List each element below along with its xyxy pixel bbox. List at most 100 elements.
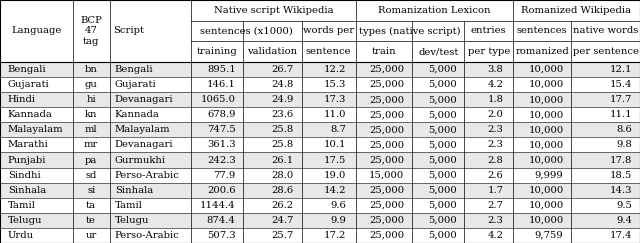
Text: 25,000: 25,000 bbox=[369, 201, 404, 210]
Text: Perso-Arabic: Perso-Arabic bbox=[115, 231, 180, 240]
Text: 3.8: 3.8 bbox=[488, 65, 504, 74]
Text: types (native script): types (native script) bbox=[360, 26, 461, 35]
Text: 15,000: 15,000 bbox=[369, 171, 404, 180]
Text: Sinhala: Sinhala bbox=[115, 186, 153, 195]
Text: 874.4: 874.4 bbox=[207, 216, 236, 225]
Text: 26.7: 26.7 bbox=[272, 65, 294, 74]
Text: Malayalam: Malayalam bbox=[115, 125, 170, 134]
Text: hi: hi bbox=[86, 95, 96, 104]
Text: per sentence: per sentence bbox=[573, 47, 639, 56]
Text: 9.5: 9.5 bbox=[616, 201, 632, 210]
Text: 25,000: 25,000 bbox=[369, 65, 404, 74]
Text: 23.6: 23.6 bbox=[272, 110, 294, 119]
Text: 17.2: 17.2 bbox=[324, 231, 346, 240]
Text: 25,000: 25,000 bbox=[369, 186, 404, 195]
Text: 28.6: 28.6 bbox=[272, 186, 294, 195]
Text: 5,000: 5,000 bbox=[428, 140, 457, 149]
Bar bbox=[0, 183, 640, 198]
Text: 25.8: 25.8 bbox=[271, 140, 294, 149]
Text: per type: per type bbox=[468, 47, 510, 56]
Text: 5,000: 5,000 bbox=[428, 186, 457, 195]
Text: 1144.4: 1144.4 bbox=[200, 201, 236, 210]
Text: pa: pa bbox=[85, 156, 97, 165]
Text: ur: ur bbox=[86, 231, 97, 240]
Bar bbox=[0, 122, 640, 137]
Text: 10,000: 10,000 bbox=[528, 110, 563, 119]
Text: 15.3: 15.3 bbox=[324, 80, 346, 89]
Text: 26.2: 26.2 bbox=[272, 201, 294, 210]
Text: 1.8: 1.8 bbox=[488, 95, 504, 104]
Text: Kannada: Kannada bbox=[8, 110, 52, 119]
Text: 10,000: 10,000 bbox=[528, 125, 563, 134]
Text: 77.9: 77.9 bbox=[214, 171, 236, 180]
Text: 25,000: 25,000 bbox=[369, 140, 404, 149]
Text: Telugu: Telugu bbox=[115, 216, 149, 225]
Text: 5,000: 5,000 bbox=[428, 65, 457, 74]
Text: 25,000: 25,000 bbox=[369, 110, 404, 119]
Text: validation: validation bbox=[248, 47, 298, 56]
Text: 10,000: 10,000 bbox=[528, 80, 563, 89]
Text: Script: Script bbox=[113, 26, 145, 35]
Text: Romanization Lexicon: Romanization Lexicon bbox=[378, 6, 491, 15]
Text: te: te bbox=[86, 216, 96, 225]
Text: Devanagari: Devanagari bbox=[115, 95, 173, 104]
Text: Language: Language bbox=[11, 26, 61, 35]
Text: 5,000: 5,000 bbox=[428, 171, 457, 180]
Text: 200.6: 200.6 bbox=[207, 186, 236, 195]
Text: 2.7: 2.7 bbox=[488, 201, 504, 210]
Text: native words: native words bbox=[573, 26, 638, 35]
Text: bn: bn bbox=[84, 65, 97, 74]
Text: 24.7: 24.7 bbox=[271, 216, 294, 225]
Text: Gurmukhi: Gurmukhi bbox=[115, 156, 166, 165]
Text: 242.3: 242.3 bbox=[207, 156, 236, 165]
Text: sd: sd bbox=[86, 171, 97, 180]
Text: 10,000: 10,000 bbox=[528, 201, 563, 210]
Text: 25,000: 25,000 bbox=[369, 231, 404, 240]
Text: 5,000: 5,000 bbox=[428, 95, 457, 104]
Text: Devanagari: Devanagari bbox=[115, 140, 173, 149]
Text: Tamil: Tamil bbox=[115, 201, 143, 210]
Text: 2.0: 2.0 bbox=[488, 110, 504, 119]
Text: dev/test: dev/test bbox=[418, 47, 458, 56]
Text: 4.2: 4.2 bbox=[488, 231, 504, 240]
Text: ml: ml bbox=[85, 125, 97, 134]
Text: 2.3: 2.3 bbox=[488, 140, 504, 149]
Text: 25,000: 25,000 bbox=[369, 95, 404, 104]
Text: 14.2: 14.2 bbox=[324, 186, 346, 195]
Text: gu: gu bbox=[84, 80, 97, 89]
Text: 12.2: 12.2 bbox=[324, 65, 346, 74]
Text: 146.1: 146.1 bbox=[207, 80, 236, 89]
Text: BCP
47
tag: BCP 47 tag bbox=[80, 16, 102, 46]
Text: 25,000: 25,000 bbox=[369, 156, 404, 165]
Text: sentences (x1000): sentences (x1000) bbox=[200, 26, 292, 35]
Text: 24.8: 24.8 bbox=[271, 80, 294, 89]
Text: ta: ta bbox=[86, 201, 96, 210]
Text: 747.5: 747.5 bbox=[207, 125, 236, 134]
Text: 678.9: 678.9 bbox=[207, 110, 236, 119]
Text: 2.8: 2.8 bbox=[488, 156, 504, 165]
Text: sentence: sentence bbox=[306, 47, 351, 56]
Text: 10,000: 10,000 bbox=[528, 216, 563, 225]
Text: 2.6: 2.6 bbox=[488, 171, 504, 180]
Text: Telugu: Telugu bbox=[8, 216, 42, 225]
Text: Bengali: Bengali bbox=[115, 65, 154, 74]
Text: Sindhi: Sindhi bbox=[8, 171, 40, 180]
Text: 10,000: 10,000 bbox=[528, 186, 563, 195]
Text: 507.3: 507.3 bbox=[207, 231, 236, 240]
Text: 28.0: 28.0 bbox=[271, 171, 294, 180]
Text: 895.1: 895.1 bbox=[207, 65, 236, 74]
Text: 2.3: 2.3 bbox=[488, 125, 504, 134]
Text: romanized: romanized bbox=[515, 47, 569, 56]
Text: 10,000: 10,000 bbox=[528, 156, 563, 165]
Text: 5,000: 5,000 bbox=[428, 201, 457, 210]
Text: 9.9: 9.9 bbox=[330, 216, 346, 225]
Text: 17.7: 17.7 bbox=[610, 95, 632, 104]
Text: 25,000: 25,000 bbox=[369, 216, 404, 225]
Text: 14.3: 14.3 bbox=[610, 186, 632, 195]
Text: mr: mr bbox=[84, 140, 99, 149]
Text: 1.7: 1.7 bbox=[488, 186, 504, 195]
Text: 5,000: 5,000 bbox=[428, 80, 457, 89]
Text: 9.6: 9.6 bbox=[330, 201, 346, 210]
Bar bbox=[0, 213, 640, 228]
Text: kn: kn bbox=[85, 110, 97, 119]
